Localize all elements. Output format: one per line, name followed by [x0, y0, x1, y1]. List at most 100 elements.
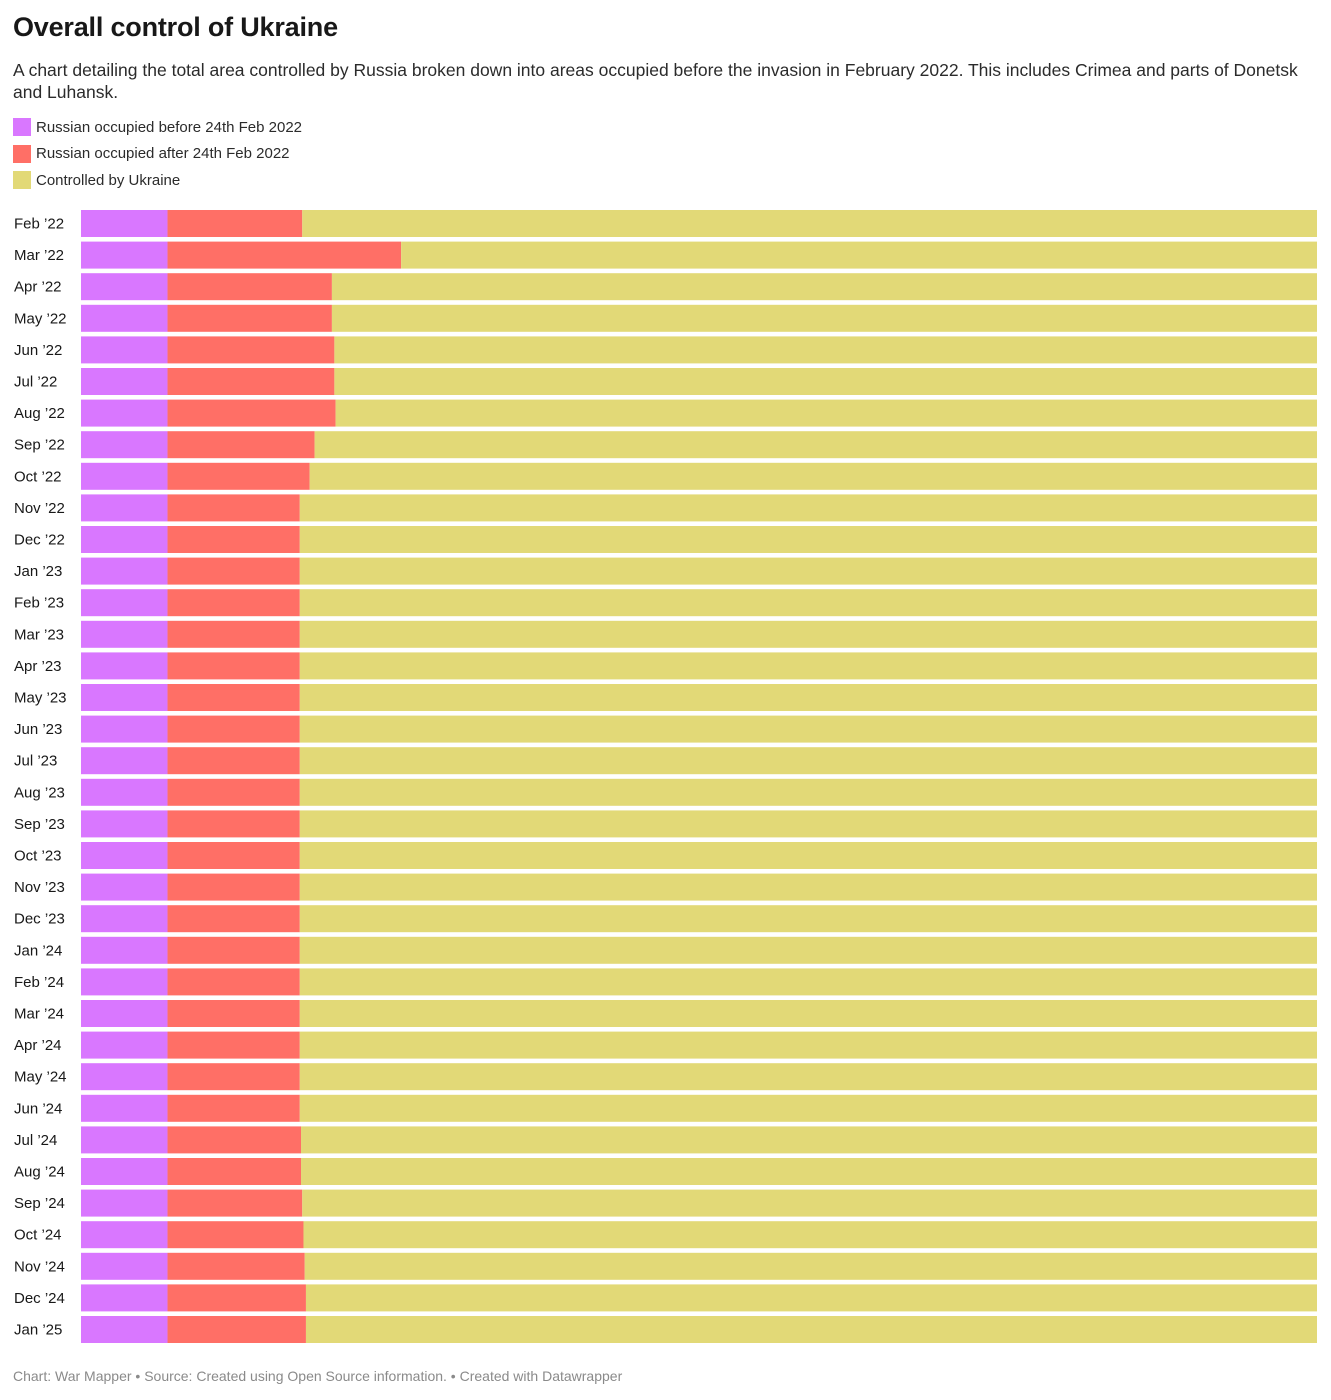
row-label: Jun ’23 [14, 721, 62, 738]
bar-segment-after-invasion [167, 526, 300, 553]
bar-segment-ukraine-controlled [299, 873, 1318, 901]
bar-segment-after-invasion [167, 210, 303, 237]
bar-segment-after-invasion [167, 304, 332, 332]
bar-segment-before-invasion [81, 905, 168, 933]
bar-segment-ukraine-controlled [305, 1284, 1317, 1312]
bar-segment-ukraine-controlled [299, 684, 1318, 711]
bar-segment-after-invasion [167, 241, 402, 269]
bar-segment-before-invasion [81, 273, 168, 301]
bar-segment-ukraine-controlled [299, 747, 1318, 775]
row-label: Oct ’22 [14, 468, 62, 485]
row-label: Oct ’23 [14, 848, 62, 865]
row-label: Apr ’23 [14, 658, 62, 675]
bar-segment-after-invasion [167, 1063, 300, 1091]
bar-segment-before-invasion [81, 620, 168, 648]
bar-segment-before-invasion [81, 336, 168, 364]
bar-segment-ukraine-controlled [299, 905, 1318, 933]
bar-segment-ukraine-controlled [314, 431, 1317, 459]
row-label: Jan ’23 [14, 563, 62, 580]
bar-segment-before-invasion [81, 462, 168, 490]
chart-footer: Chart: War Mapper • Source: Created usin… [13, 1368, 623, 1384]
bar-segment-ukraine-controlled [299, 1063, 1318, 1091]
bar-segment-before-invasion [81, 1221, 168, 1249]
bar-segment-before-invasion [81, 652, 168, 680]
bar-segment-after-invasion [167, 1126, 302, 1154]
bar-segment-after-invasion [167, 1221, 304, 1249]
bar-segment-ukraine-controlled [299, 589, 1318, 617]
bar-segment-ukraine-controlled [304, 1252, 1317, 1280]
bar-segment-after-invasion [167, 273, 332, 301]
row-label: Sep ’24 [14, 1195, 65, 1212]
bar-segment-ukraine-controlled [299, 810, 1318, 838]
bar-segment-before-invasion [81, 526, 168, 553]
bar-segment-before-invasion [81, 304, 168, 332]
legend-label-before-invasion: Russian occupied before 24th Feb 2022 [36, 118, 303, 136]
bar-segment-after-invasion [167, 968, 300, 996]
bar-segment-before-invasion [81, 1094, 168, 1122]
row-label: Nov ’23 [14, 879, 65, 896]
bar-segment-before-invasion [81, 747, 168, 775]
bar-segment-after-invasion [167, 336, 335, 364]
bar-segment-ukraine-controlled [305, 1316, 1317, 1343]
row-label: Mar ’24 [14, 1006, 64, 1023]
bar-segment-before-invasion [81, 715, 168, 743]
bar-segment-ukraine-controlled [334, 336, 1317, 364]
bar-segment-ukraine-controlled [299, 715, 1318, 743]
bar-segment-ukraine-controlled [299, 652, 1318, 680]
row-label: Mar ’23 [14, 626, 64, 643]
bar-segment-ukraine-controlled [301, 1126, 1317, 1154]
bar-segment-after-invasion [167, 368, 335, 395]
bar-segment-ukraine-controlled [334, 368, 1317, 395]
bar-segment-after-invasion [167, 494, 300, 522]
row-label: May ’22 [14, 310, 67, 327]
bar-segment-after-invasion [167, 589, 300, 617]
bar-segment-ukraine-controlled [302, 210, 1317, 237]
legend-label-after-invasion: Russian occupied after 24th Feb 2022 [36, 145, 290, 162]
bar-segment-after-invasion [167, 557, 300, 585]
bar-segment-ukraine-controlled [303, 1221, 1318, 1249]
row-label: Sep ’22 [14, 437, 65, 454]
row-label: Feb ’23 [14, 595, 64, 612]
bar-segment-after-invasion [167, 747, 300, 775]
bar-segment-after-invasion [167, 1316, 306, 1343]
legend-label-ukraine-controlled: Controlled by Ukraine [36, 171, 181, 189]
row-label: Dec ’22 [14, 532, 65, 549]
legend-item-ukraine-controlled: Controlled by Ukraine [13, 170, 302, 190]
bar-segment-after-invasion [167, 905, 300, 933]
bar-segment-after-invasion [167, 873, 300, 901]
row-label: Aug ’24 [14, 1164, 65, 1181]
row-label: Aug ’22 [14, 405, 65, 422]
bar-segment-before-invasion [81, 1252, 168, 1280]
bar-segment-before-invasion [81, 778, 168, 806]
legend-swatch-before-invasion [13, 118, 31, 136]
bar-segment-ukraine-controlled [299, 1094, 1318, 1122]
bar-segment-before-invasion [81, 557, 168, 585]
bar-segment-ukraine-controlled [299, 936, 1318, 964]
row-label: Jun ’22 [14, 342, 62, 359]
bar-segment-before-invasion [81, 1063, 168, 1091]
row-label: Feb ’22 [14, 216, 64, 233]
bar-segment-after-invasion [167, 715, 300, 743]
bar-segment-ukraine-controlled [299, 1031, 1318, 1059]
row-label: Dec ’24 [14, 1290, 65, 1307]
bar-segment-before-invasion [81, 241, 168, 269]
bar-segment-ukraine-controlled [299, 494, 1318, 522]
bar-segment-before-invasion [81, 1189, 168, 1217]
bar-segment-after-invasion [167, 652, 300, 680]
bar-segment-before-invasion [81, 1000, 168, 1027]
bar-segment-ukraine-controlled [331, 304, 1318, 332]
bar-segment-ukraine-controlled [302, 1189, 1317, 1217]
bar-segment-before-invasion [81, 368, 168, 395]
bar-segment-after-invasion [167, 1189, 303, 1217]
bar-segment-ukraine-controlled [299, 526, 1318, 553]
bar-segment-after-invasion [167, 810, 300, 838]
bar-segment-after-invasion [167, 1252, 305, 1280]
row-label: Apr ’24 [14, 1037, 62, 1054]
bar-segment-ukraine-controlled [335, 399, 1318, 427]
row-label: Oct ’24 [14, 1227, 62, 1244]
chart-title: Overall control of Ukraine [13, 12, 338, 42]
row-label: Jul ’23 [14, 753, 57, 770]
bar-segment-before-invasion [81, 431, 168, 459]
row-label: May ’23 [14, 690, 67, 707]
row-label: Nov ’22 [14, 500, 65, 517]
